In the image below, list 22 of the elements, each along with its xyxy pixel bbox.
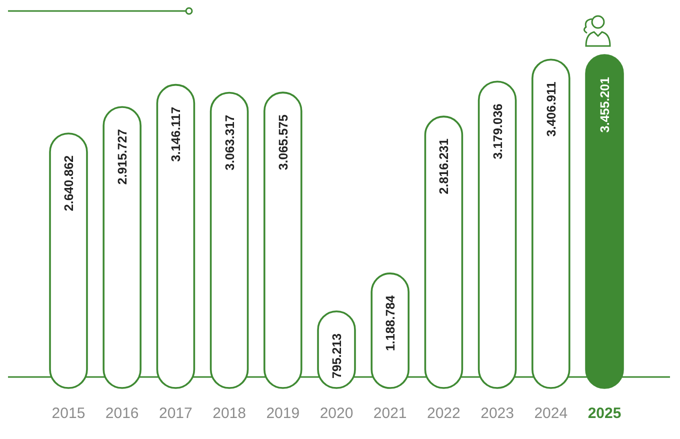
data-label: 3.063.317 — [222, 114, 237, 170]
x-tick-label: 2019 — [266, 405, 300, 422]
data-label: 2.816.231 — [437, 138, 452, 194]
x-tick-label: 2023 — [480, 405, 514, 422]
data-label: 3.455.201 — [598, 76, 612, 133]
x-tick-label: 2021 — [373, 405, 407, 422]
x-tick-label: 2025 — [588, 405, 622, 422]
x-tick-label: 2015 — [52, 405, 86, 422]
data-label: 1.188.784 — [384, 295, 398, 352]
x-tick-label: 2016 — [105, 405, 139, 422]
data-label: 2.915.727 — [116, 128, 130, 185]
data-label: 3.146.117 — [169, 106, 184, 162]
data-label: 3.065.575 — [276, 114, 290, 170]
x-tick-label: 2022 — [427, 405, 460, 422]
x-tick-label: 2020 — [320, 405, 354, 422]
x-tick-label: 2018 — [212, 405, 246, 422]
data-label: 795.213 — [330, 333, 344, 379]
data-label: 3.179.036 — [490, 104, 505, 160]
data-label: 2.640.862 — [62, 155, 76, 212]
x-tick-label: 2017 — [159, 405, 192, 422]
data-label: 3.406.911 — [544, 82, 558, 137]
x-tick-label: 2024 — [534, 405, 568, 422]
